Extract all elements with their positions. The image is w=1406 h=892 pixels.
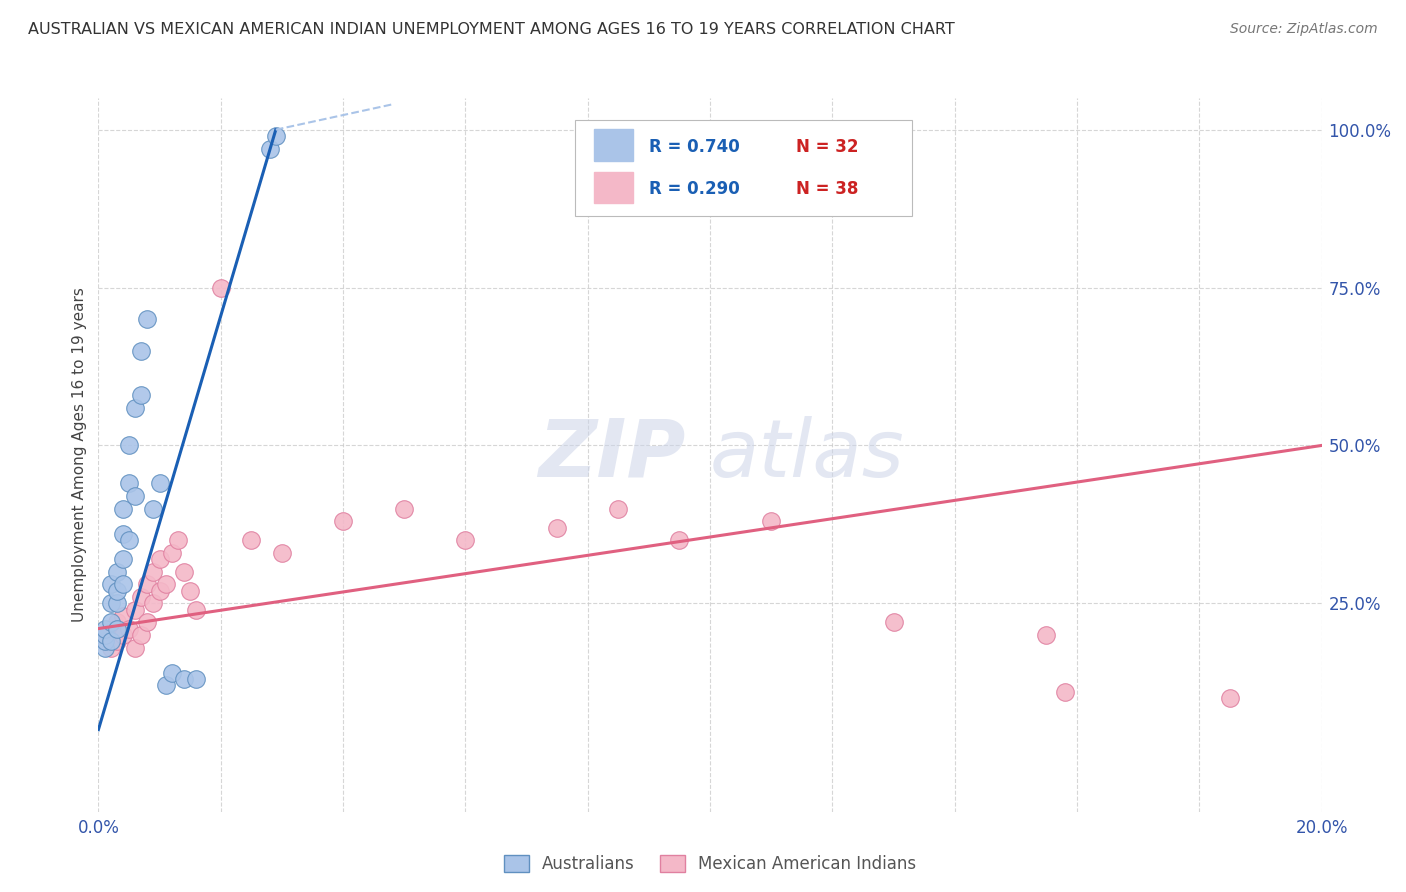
Point — [160, 546, 183, 560]
Point — [111, 552, 134, 566]
Point — [607, 501, 630, 516]
Bar — [593, 129, 633, 161]
Point — [111, 526, 134, 541]
Text: Source: ZipAtlas.com: Source: ZipAtlas.com — [1230, 22, 1378, 37]
Point — [118, 476, 141, 491]
Point — [160, 665, 183, 680]
Point — [111, 501, 134, 516]
Point — [124, 602, 146, 616]
Point — [93, 622, 115, 636]
Point — [100, 596, 122, 610]
Point — [93, 628, 115, 642]
Point — [129, 388, 152, 402]
Point — [105, 615, 128, 630]
Point — [668, 533, 690, 548]
Point — [100, 634, 122, 648]
Point — [142, 565, 165, 579]
Point — [142, 596, 165, 610]
Point — [155, 577, 177, 591]
Point — [186, 602, 208, 616]
Point — [259, 142, 281, 156]
Point — [149, 552, 172, 566]
Text: ZIP: ZIP — [538, 416, 686, 494]
Text: atlas: atlas — [710, 416, 905, 494]
Y-axis label: Unemployment Among Ages 16 to 19 years: Unemployment Among Ages 16 to 19 years — [72, 287, 87, 623]
Point — [546, 520, 568, 534]
FancyBboxPatch shape — [575, 120, 912, 216]
Point — [264, 128, 287, 143]
Point — [93, 640, 115, 655]
Point — [1035, 628, 1057, 642]
Point — [129, 590, 152, 604]
Bar — [593, 172, 633, 203]
Point — [129, 343, 152, 358]
Point — [111, 577, 134, 591]
Point — [173, 672, 195, 686]
Point — [173, 565, 195, 579]
Point — [124, 489, 146, 503]
Point — [118, 438, 141, 452]
Point — [149, 583, 172, 598]
Point — [118, 533, 141, 548]
Text: N = 38: N = 38 — [796, 180, 858, 198]
Text: R = 0.290: R = 0.290 — [650, 180, 740, 198]
Point — [111, 628, 134, 642]
Point — [167, 533, 190, 548]
Point — [883, 615, 905, 630]
Text: AUSTRALIAN VS MEXICAN AMERICAN INDIAN UNEMPLOYMENT AMONG AGES 16 TO 19 YEARS COR: AUSTRALIAN VS MEXICAN AMERICAN INDIAN UN… — [28, 22, 955, 37]
Point — [105, 622, 128, 636]
Point — [93, 634, 115, 648]
Point — [105, 565, 128, 579]
Point — [149, 476, 172, 491]
Point — [105, 634, 128, 648]
Point — [1053, 684, 1076, 698]
Point — [392, 501, 416, 516]
Point — [118, 622, 141, 636]
Point — [136, 577, 159, 591]
Point — [100, 577, 122, 591]
Point — [129, 628, 152, 642]
Point — [124, 401, 146, 415]
Point — [186, 672, 208, 686]
Point — [155, 678, 177, 692]
Point — [209, 280, 232, 294]
Point — [100, 615, 122, 630]
Text: R = 0.740: R = 0.740 — [650, 137, 740, 155]
Legend: Australians, Mexican American Indians: Australians, Mexican American Indians — [498, 848, 922, 880]
Point — [179, 583, 201, 598]
Point — [332, 514, 354, 528]
Point — [454, 533, 477, 548]
Point — [240, 533, 263, 548]
Point — [136, 615, 159, 630]
Point — [100, 640, 122, 655]
Point — [124, 640, 146, 655]
Point — [105, 596, 128, 610]
Point — [759, 514, 782, 528]
Point — [100, 622, 122, 636]
Point — [142, 501, 165, 516]
Point — [270, 546, 292, 560]
Point — [111, 609, 134, 624]
Point — [136, 312, 159, 326]
Point — [105, 583, 128, 598]
Point — [93, 628, 115, 642]
Text: N = 32: N = 32 — [796, 137, 858, 155]
Point — [1219, 691, 1241, 706]
